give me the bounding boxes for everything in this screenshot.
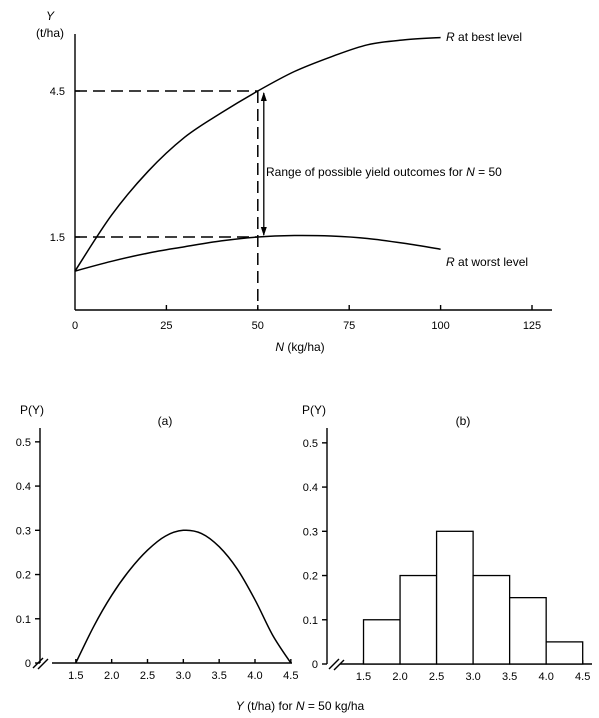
top-y-label-var: Y xyxy=(46,9,55,23)
best-level-label: R at best level xyxy=(446,30,522,44)
y-tick-label: 0.5 xyxy=(303,438,318,450)
y-tick-label: 0 xyxy=(25,658,31,670)
top-x-tick-label: 25 xyxy=(160,320,172,332)
range-arrow-head-up xyxy=(260,92,267,101)
panel-b: 0 0.1 0.2 0.3 0.4 0.5 1.5 2.0 2.5 3.0 3.5 4.0 4.5 P(… xyxy=(302,403,592,683)
top-chart: 0 25 50 75 100 125 1.5 4.5 Y (t/ha) N (kg/ha) R… xyxy=(36,9,552,354)
a-ticks: 0 0.1 0.2 0.3 0.4 0.5 1.5 2.0 2.5 3.0 3.5 4.0 4.5 xyxy=(16,437,299,682)
a-y-label: P(Y) xyxy=(20,403,44,417)
b-panel-label: (b) xyxy=(456,414,471,428)
top-y-tick-label: 4.5 xyxy=(50,86,65,98)
a-panel-label: (a) xyxy=(158,414,173,428)
x-tick-label: 3.5 xyxy=(502,671,517,683)
y-tick-label: 0 xyxy=(312,659,318,671)
y-tick-label: 0.1 xyxy=(16,614,31,626)
x-tick-label: 3.0 xyxy=(465,671,480,683)
top-x-tick-label: 125 xyxy=(523,320,541,332)
y-tick-label: 0.3 xyxy=(16,525,31,537)
y-tick-label: 0.4 xyxy=(16,481,31,493)
y-tick-label: 0.5 xyxy=(16,437,31,449)
x-tick-label: 4.0 xyxy=(539,671,554,683)
b-ticks: 0 0.1 0.2 0.3 0.4 0.5 1.5 2.0 2.5 3.0 3.5 4.0 4.5 xyxy=(303,438,591,683)
best-level-line xyxy=(74,36,441,272)
x-tick-label: 2.5 xyxy=(140,670,155,682)
x-tick-label: 4.0 xyxy=(247,670,262,682)
x-tick-label: 4.5 xyxy=(575,671,590,683)
shared-x-label: Y (t/ha) for N = 50 kg/ha xyxy=(236,699,365,713)
top-guides xyxy=(75,90,259,310)
histogram-bar xyxy=(508,597,547,665)
range-annotation: Range of possible yield outcomes for N =… xyxy=(266,165,502,179)
x-tick-label: 2.0 xyxy=(104,670,119,682)
x-tick-label: 1.5 xyxy=(68,670,83,682)
panel-a: 0 0.1 0.2 0.3 0.4 0.5 1.5 2.0 2.5 3.0 3.5 4.0 4.5 P(… xyxy=(16,403,299,682)
histogram-bar xyxy=(435,530,474,665)
y-tick-label: 0.3 xyxy=(303,526,318,538)
worst-level-label: R at worst level xyxy=(446,255,528,269)
range-arrow-head-down xyxy=(260,227,267,236)
top-x-tick-label: 0 xyxy=(72,320,78,332)
y-tick-label: 0.4 xyxy=(303,482,318,494)
worst-level-line xyxy=(74,234,441,272)
x-tick-label: 2.0 xyxy=(392,671,407,683)
b-bars xyxy=(362,530,584,665)
b-axis-break xyxy=(328,658,345,671)
x-tick-label: 3.0 xyxy=(176,670,191,682)
top-x-tick-label: 100 xyxy=(431,320,449,332)
range-arrow xyxy=(260,92,267,236)
top-y-tick-label: 1.5 xyxy=(50,232,65,244)
histogram-bar xyxy=(362,619,401,665)
histogram-bar xyxy=(399,574,438,665)
top-x-label: N (kg/ha) xyxy=(275,340,324,354)
y-tick-label: 0.2 xyxy=(303,571,318,583)
top-x-tick-label: 75 xyxy=(343,320,355,332)
histogram-bar xyxy=(545,641,584,665)
x-tick-label: 1.5 xyxy=(356,671,371,683)
y-tick-label: 0.1 xyxy=(303,615,318,627)
y-tick-label: 0.2 xyxy=(16,570,31,582)
x-tick-label: 3.5 xyxy=(212,670,227,682)
b-y-label: P(Y) xyxy=(302,403,326,417)
x-tick-label: 2.5 xyxy=(429,671,444,683)
top-ticks: 0 25 50 75 100 125 1.5 4.5 xyxy=(50,86,541,332)
x-tick-label: 4.5 xyxy=(283,670,298,682)
top-x-tick-label: 50 xyxy=(252,320,264,332)
top-y-label-unit: (t/ha) xyxy=(36,26,64,40)
a-probability-curve xyxy=(75,529,292,664)
histogram-bar xyxy=(472,574,511,665)
